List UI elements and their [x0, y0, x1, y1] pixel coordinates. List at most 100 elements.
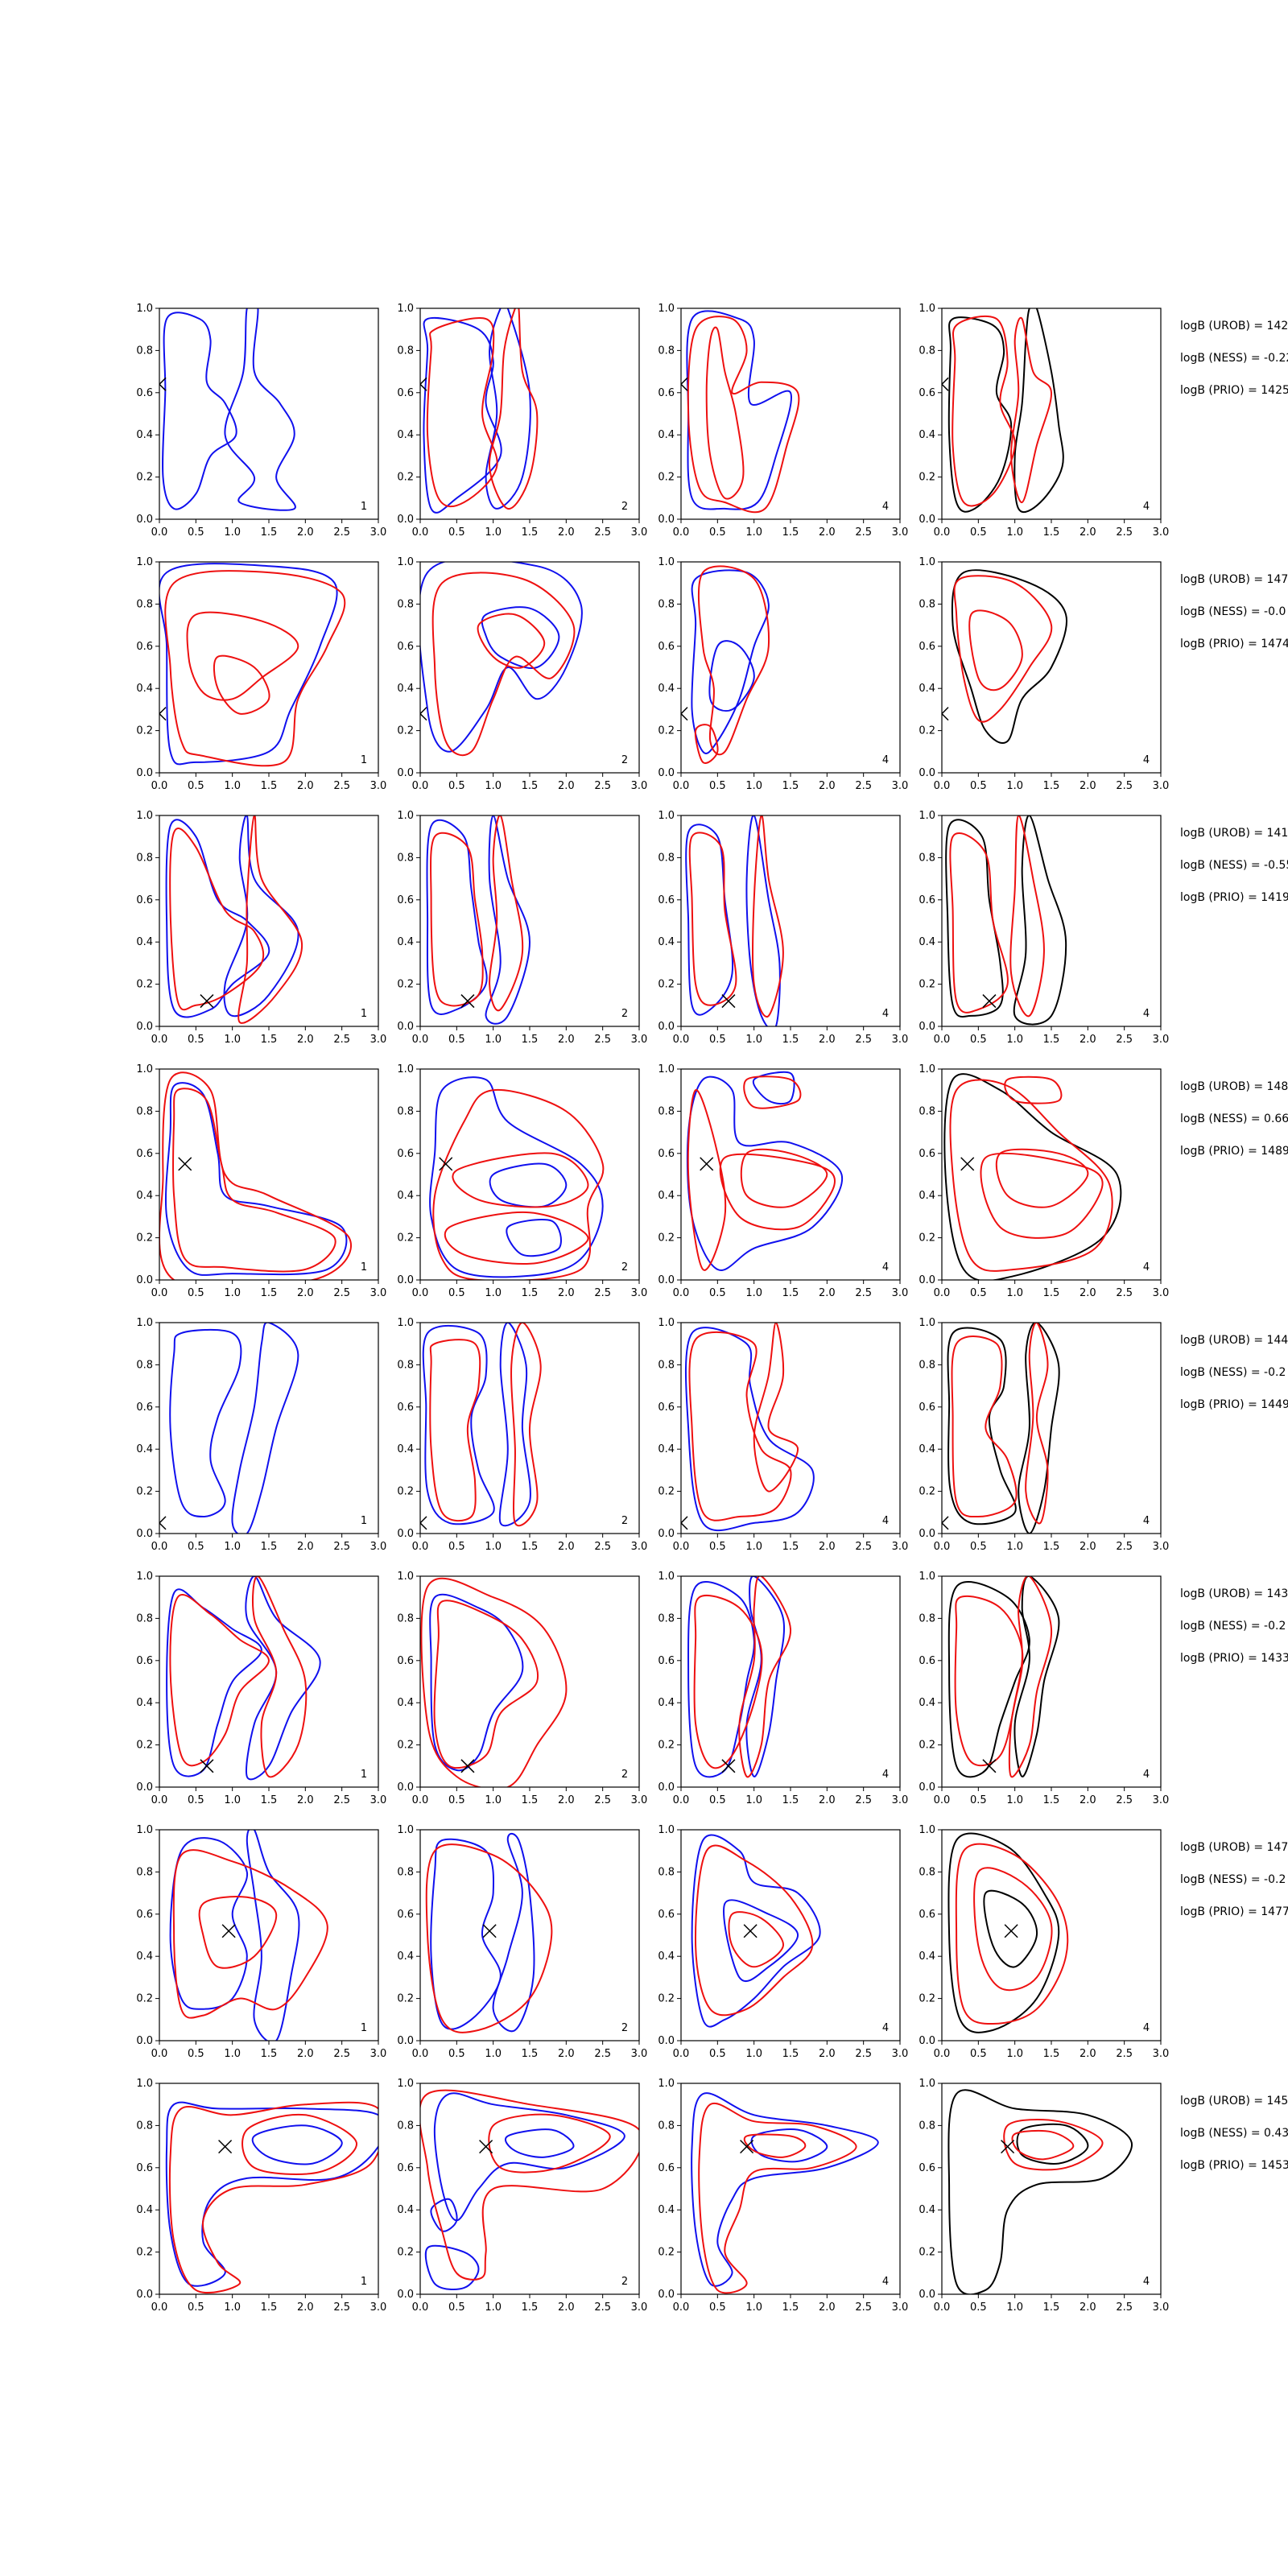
contour-line-blue-1: [420, 562, 583, 753]
y-tick-label: 1.0: [658, 1063, 675, 1075]
x-tick-label: 2.5: [594, 1541, 611, 1553]
x-tick-label: 1.0: [485, 2301, 502, 2314]
x-tick-label: 2.5: [333, 780, 350, 792]
contour-line-red-3: [698, 2102, 857, 2294]
axes-frame: [159, 308, 379, 520]
y-tick-label: 0.2: [658, 725, 675, 737]
x-tick-label: 0.5: [970, 1794, 987, 1806]
y-tick-label: 0.2: [397, 2247, 414, 2259]
contour-line-blue-1: [426, 819, 488, 1015]
axes-frame: [941, 2083, 1162, 2295]
contour-line-red-3: [954, 1595, 1024, 1767]
x-tick-label: 1.5: [522, 2301, 539, 2314]
y-tick-label: 0.8: [136, 598, 153, 610]
contour-line-blue-1: [686, 1075, 844, 1272]
y-tick-label: 0.0: [136, 1021, 153, 1033]
x-tick-label: 1.5: [261, 1034, 278, 1046]
contour-line-red-4: [477, 613, 546, 669]
axes-frame: [159, 561, 379, 774]
logb-annotation: logB (UROB) = 147: [1180, 573, 1288, 586]
x-marker: [1001, 2140, 1015, 2154]
panel-number: 4: [882, 1261, 889, 1274]
x-marker: [479, 2140, 493, 2154]
contour-line-black-1: [951, 569, 1067, 744]
contour-line-red-2: [995, 1148, 1089, 1208]
x-tick-label: 1.5: [522, 1541, 539, 1553]
y-tick-label: 0.4: [658, 683, 675, 695]
x-tick-label: 0.5: [709, 780, 726, 792]
y-tick-label: 0.8: [136, 1866, 153, 1878]
panel-r1-c3: 0.0 0.5 1.0 1.5 2.0 2.5 3.0 0.0 0.2 0.4 0.6 0.8 1.0 4: [658, 303, 908, 539]
y-tick-label: 0.8: [397, 598, 414, 610]
y-tick-label: 0.8: [136, 2120, 153, 2132]
x-tick-label: 2.0: [819, 1541, 836, 1553]
y-tick-label: 0.0: [397, 1528, 414, 1540]
y-tick-label: 1.0: [658, 1824, 675, 1836]
y-tick-label: 0.0: [136, 2035, 153, 2047]
contour-line-red-4: [973, 1867, 1053, 1992]
x-tick-label: 3.0: [1153, 1541, 1170, 1553]
y-tick-label: 1.0: [658, 1317, 675, 1329]
x-tick-label: 2.0: [558, 1794, 575, 1806]
y-tick-label: 0.4: [397, 683, 414, 695]
contour-group: [686, 310, 800, 514]
x-tick-label: 3.0: [892, 2048, 909, 2060]
x-tick-label: 3.0: [631, 1034, 648, 1046]
y-tick-label: 0.2: [136, 472, 153, 484]
y-tick-label: 1.0: [919, 556, 935, 568]
y-tick-label: 0.8: [658, 1866, 675, 1878]
y-tick-label: 0.6: [397, 387, 414, 399]
y-tick-label: 0.0: [658, 1781, 675, 1794]
contour-line-red-4: [1004, 1075, 1063, 1104]
contour-line-red-3: [740, 1148, 828, 1208]
panel-r2-c3: 0.0 0.5 1.0 1.5 2.0 2.5 3.0 0.0 0.2 0.4 0.6 0.8 1.0 4: [658, 556, 908, 792]
contour-line-black-1: [943, 1073, 1122, 1280]
logb-annotation: logB (UROB) = 143: [1180, 1587, 1288, 1600]
x-tick-label: 2.5: [333, 1794, 350, 1806]
axes-frame: [159, 1575, 379, 1788]
x-tick-label: 1.5: [1043, 2048, 1060, 2060]
y-tick-label: 0.2: [397, 725, 414, 737]
y-tick-label: 0.6: [919, 1148, 935, 1160]
panel-r7-c4: 0.0 0.5 1.0 1.5 2.0 2.5 3.0 0.0 0.2 0.4 0.6 0.8 1.0 4: [919, 1824, 1169, 2060]
y-tick-label: 1.0: [919, 303, 935, 315]
y-tick-label: 0.8: [397, 2120, 414, 2132]
y-tick-label: 0.8: [397, 1612, 414, 1624]
x-tick-label: 2.5: [594, 1034, 611, 1046]
logb-annotation: logB (NESS) = -0.55: [1180, 859, 1288, 872]
contour-line-blue-1: [159, 563, 338, 766]
y-tick-label: 0.2: [919, 1993, 935, 2005]
x-tick-label: 1.5: [261, 526, 278, 539]
x-tick-label: 2.5: [1116, 1034, 1133, 1046]
x-tick-label: 1.5: [261, 1287, 278, 1299]
x-tick-label: 3.0: [892, 1034, 909, 1046]
logb-annotation: logB (UROB) = 148: [1180, 1080, 1288, 1093]
y-tick-label: 0.0: [658, 1274, 675, 1286]
contour-line-red-3: [431, 572, 576, 757]
x-tick-label: 2.5: [594, 2301, 611, 2314]
contour-group: [947, 308, 1064, 513]
x-tick-label: 3.0: [892, 2301, 909, 2314]
x-tick-label: 1.5: [782, 780, 799, 792]
x-tick-label: 0.0: [673, 526, 690, 539]
panel-number: 2: [621, 1261, 628, 1274]
contour-line-blue-3: [506, 1219, 562, 1257]
x-marker: [460, 994, 475, 1009]
y-tick-label: 0.0: [136, 1274, 153, 1286]
panel-r5-c4: 0.0 0.5 1.0 1.5 2.0 2.5 3.0 0.0 0.2 0.4 0.6 0.8 1.0 4: [919, 1317, 1169, 1553]
y-tick-label: 0.8: [658, 1612, 675, 1624]
x-tick-label: 1.5: [261, 780, 278, 792]
x-marker: [982, 1759, 997, 1773]
contour-group: [420, 1577, 568, 1787]
contour-line-red-3: [169, 1594, 270, 1767]
x-tick-label: 0.0: [673, 780, 690, 792]
contour-line-blue-1: [422, 1324, 495, 1525]
x-tick-label: 2.0: [558, 780, 575, 792]
contour-line-blue-1: [165, 819, 270, 1018]
x-tick-label: 2.5: [333, 1034, 350, 1046]
axes-frame: [419, 815, 640, 1027]
logb-annotation: logB (UROB) = 141: [1180, 827, 1288, 840]
y-tick-label: 0.4: [658, 936, 675, 948]
x-tick-label: 1.5: [1043, 1541, 1060, 1553]
x-tick-label: 0.0: [412, 2301, 429, 2314]
